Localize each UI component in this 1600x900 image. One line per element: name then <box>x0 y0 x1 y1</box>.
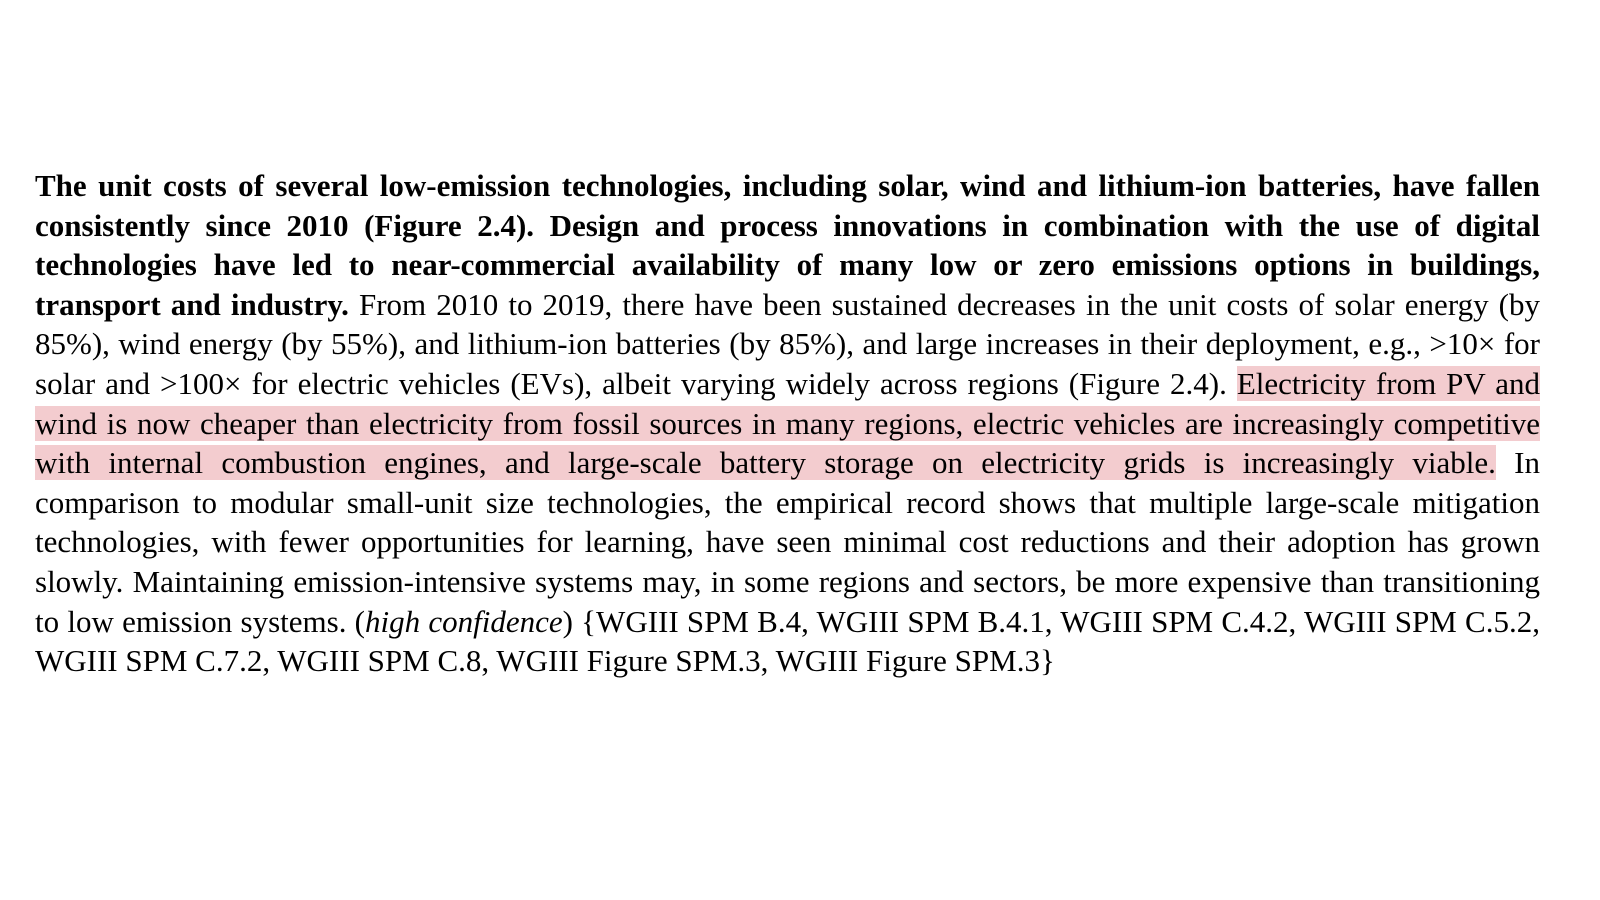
references-text: ) {WGIII SPM B.4, WGIII SPM B.4.1, WGIII… <box>35 603 1540 679</box>
confidence-level: high confidence <box>365 603 563 639</box>
bold-lead-sentence: The unit costs of several low-emission t… <box>35 168 1540 322</box>
body-text-part-2: In comparison to modular small-unit size… <box>35 445 1540 639</box>
body-paragraph: The unit costs of several low-emission t… <box>35 166 1540 681</box>
body-text-part-1: From 2010 to 2019, there have been susta… <box>35 286 1540 401</box>
